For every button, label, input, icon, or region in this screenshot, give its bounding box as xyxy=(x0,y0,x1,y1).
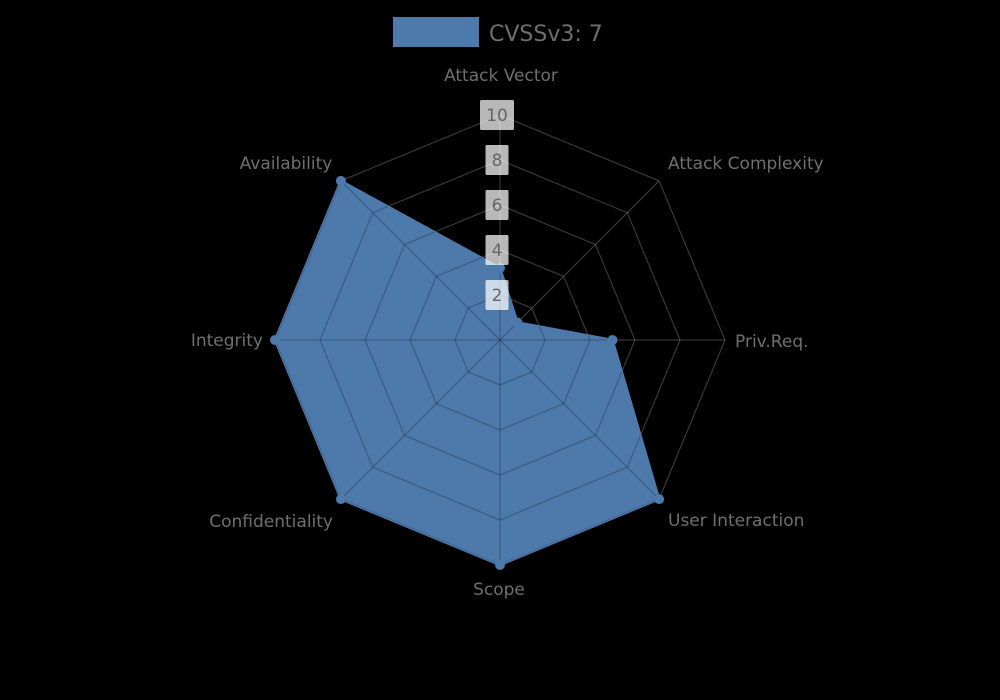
axis-label-integrity: Integrity xyxy=(191,331,263,351)
tick-label-4: 4 xyxy=(492,241,503,261)
vertex-dot-4 xyxy=(495,560,505,570)
vertex-dot-5 xyxy=(335,494,346,505)
tick-box-6 xyxy=(485,190,509,220)
vertex-dot-1 xyxy=(512,317,523,328)
tick-box-4 xyxy=(485,235,509,265)
tick-box-10 xyxy=(480,100,514,130)
axis-labels: Attack Vector Attack Complexity Priv.Req… xyxy=(191,66,824,600)
grid-spoke-7 xyxy=(340,180,501,341)
grid-spoke-1 xyxy=(499,180,660,341)
legend: CVSSv3: 7 xyxy=(393,17,603,47)
vertex-dot-2 xyxy=(607,335,618,345)
vertex-dot-3 xyxy=(654,494,665,505)
axis-label-attack-complexity: Attack Complexity xyxy=(668,154,824,174)
vertex-dot-7 xyxy=(335,175,346,186)
axis-label-attack-vector: Attack Vector xyxy=(444,66,558,86)
vertex-dot-0 xyxy=(495,263,505,273)
radar-vertex-dots xyxy=(270,175,665,570)
tick-label-10: 10 xyxy=(486,106,508,126)
axis-label-availability: Availability xyxy=(240,154,333,174)
tick-box-2 xyxy=(485,280,509,310)
legend-swatch xyxy=(393,17,479,47)
legend-label: CVSSv3: 7 xyxy=(489,22,603,47)
grid-spoke-5 xyxy=(340,339,501,500)
grid-spoke-3 xyxy=(499,339,660,500)
radial-tick-labels: 10 8 6 4 2 xyxy=(480,100,514,310)
axis-label-confidentiality: Confidentiality xyxy=(209,512,333,532)
vertex-dot-6 xyxy=(270,335,280,345)
axis-label-priv-req: Priv.Req. xyxy=(735,332,809,352)
axis-label-user-interaction: User Interaction xyxy=(668,511,804,531)
tick-label-8: 8 xyxy=(492,151,503,171)
tick-box-8 xyxy=(485,145,509,175)
axis-label-scope: Scope xyxy=(473,580,525,600)
tick-label-2: 2 xyxy=(492,286,503,306)
tick-label-6: 6 xyxy=(492,196,503,216)
